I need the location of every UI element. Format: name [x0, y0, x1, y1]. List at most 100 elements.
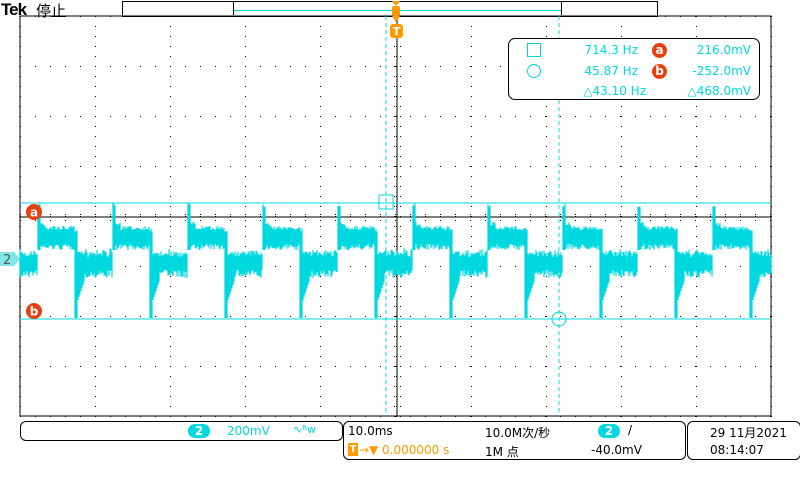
grid-dot: [710, 366, 711, 367]
grid-dot: [455, 66, 456, 67]
grid-dot: [545, 220, 546, 221]
grid-dot: [620, 166, 621, 167]
grid-dot: [350, 66, 351, 67]
grid-dot: [455, 116, 456, 117]
grid-dot: [546, 306, 547, 307]
grid-dot: [95, 396, 96, 397]
grid-dot: [170, 316, 171, 317]
grid-dot: [245, 366, 246, 367]
grid-dot: [500, 366, 501, 367]
grid-dot: [95, 156, 96, 157]
grid-dot: [696, 36, 697, 37]
channel2-settings-box[interactable]: 2 200mV ∿ᴮw: [20, 421, 343, 441]
grid-dot: [455, 316, 456, 317]
grid-dot: [500, 66, 501, 67]
grid-dot: [500, 116, 501, 117]
grid-dot: [140, 266, 141, 267]
grid-dot: [245, 220, 246, 221]
grid-dot: [394, 66, 395, 67]
grid-dot: [470, 166, 471, 167]
grid-dot: [140, 66, 141, 67]
grid-dot: [530, 116, 531, 117]
grid-dot: [621, 376, 622, 377]
grid-dot: [605, 316, 606, 317]
grid-dot: [380, 220, 381, 221]
grid-dot: [245, 406, 246, 407]
grid-dot: [400, 246, 401, 247]
grid-dot: [621, 306, 622, 307]
grid-dot: [400, 286, 401, 287]
grid-dot: [400, 206, 401, 207]
grid-dot: [590, 220, 591, 221]
grid-dot: [170, 46, 171, 47]
grid-dot: [170, 326, 171, 327]
square-icon: [378, 194, 394, 210]
grid-dot: [320, 206, 321, 207]
grid-dot: [605, 220, 606, 221]
grid-dot: [455, 366, 456, 367]
grid-dot: [50, 366, 51, 367]
grid-dot: [546, 26, 547, 27]
grid-dot: [395, 166, 396, 167]
grid-dot: [471, 36, 472, 37]
grid-dot: [185, 66, 186, 67]
grid-dot: [350, 366, 351, 367]
trigger-channel-badge: 2: [598, 424, 620, 438]
grid-dot: [320, 166, 321, 167]
circle-icon: [527, 64, 541, 78]
grid-dot: [621, 206, 622, 207]
grid-dot: [80, 214, 81, 215]
grid-dot: [394, 366, 395, 367]
grid-dot: [400, 226, 401, 227]
grid-dot: [394, 76, 395, 77]
svg-text:T: T: [393, 25, 401, 38]
datetime-box[interactable]: 29 11月2021 08:14:07: [687, 421, 800, 460]
grid-dot: [395, 366, 396, 367]
grid-dot: [471, 276, 472, 277]
grid-dot: [650, 220, 651, 221]
trigger-level: -40.0mV: [591, 443, 642, 457]
grid-dot: [365, 116, 366, 117]
grid-dot: [95, 26, 96, 27]
grid-dot: [394, 386, 395, 387]
grid-dot: [621, 246, 622, 247]
grid-dot: [546, 376, 547, 377]
grid-dot: [725, 116, 726, 117]
grid-dot: [155, 66, 156, 67]
grid-dot: [245, 196, 246, 197]
grid-dot: [470, 116, 471, 117]
grid-dot: [245, 386, 246, 387]
grid-dot: [696, 126, 697, 127]
grid-dot: [605, 116, 606, 117]
record-view-window[interactable]: [233, 1, 562, 15]
grid-dot: [95, 146, 96, 147]
grid-dot: [740, 220, 741, 221]
grid-dot: [95, 366, 96, 367]
grid-dot: [245, 176, 246, 177]
grid-dot: [665, 366, 666, 367]
grid-dot: [515, 316, 516, 317]
grid-dot: [545, 316, 546, 317]
grid-dot: [95, 76, 96, 77]
grid-dot: [170, 286, 171, 287]
grid-dot: [680, 316, 681, 317]
grid-dot: [621, 26, 622, 27]
grid-dot: [320, 326, 321, 327]
grid-dot: [394, 176, 395, 177]
grid-dot: [290, 116, 291, 117]
grid-dot: [155, 366, 156, 367]
grid-dot: [696, 286, 697, 287]
grid-dot: [394, 136, 395, 137]
timebase-trigger-box[interactable]: 10.0ms 10.0M次/秒 2 / T →▼ 0.000000 s 1M 点…: [343, 421, 686, 460]
grid-dot: [320, 214, 321, 215]
grid-dot: [350, 316, 351, 317]
svg-text:b: b: [30, 305, 39, 319]
grid-dot: [95, 286, 96, 287]
grid-dot: [621, 146, 622, 147]
grid-dot: [471, 166, 472, 167]
grid-dot: [471, 366, 472, 367]
grid-dot: [95, 196, 96, 197]
grid-dot: [245, 376, 246, 377]
grid-dot: [320, 366, 321, 367]
grid-dot: [621, 326, 622, 327]
